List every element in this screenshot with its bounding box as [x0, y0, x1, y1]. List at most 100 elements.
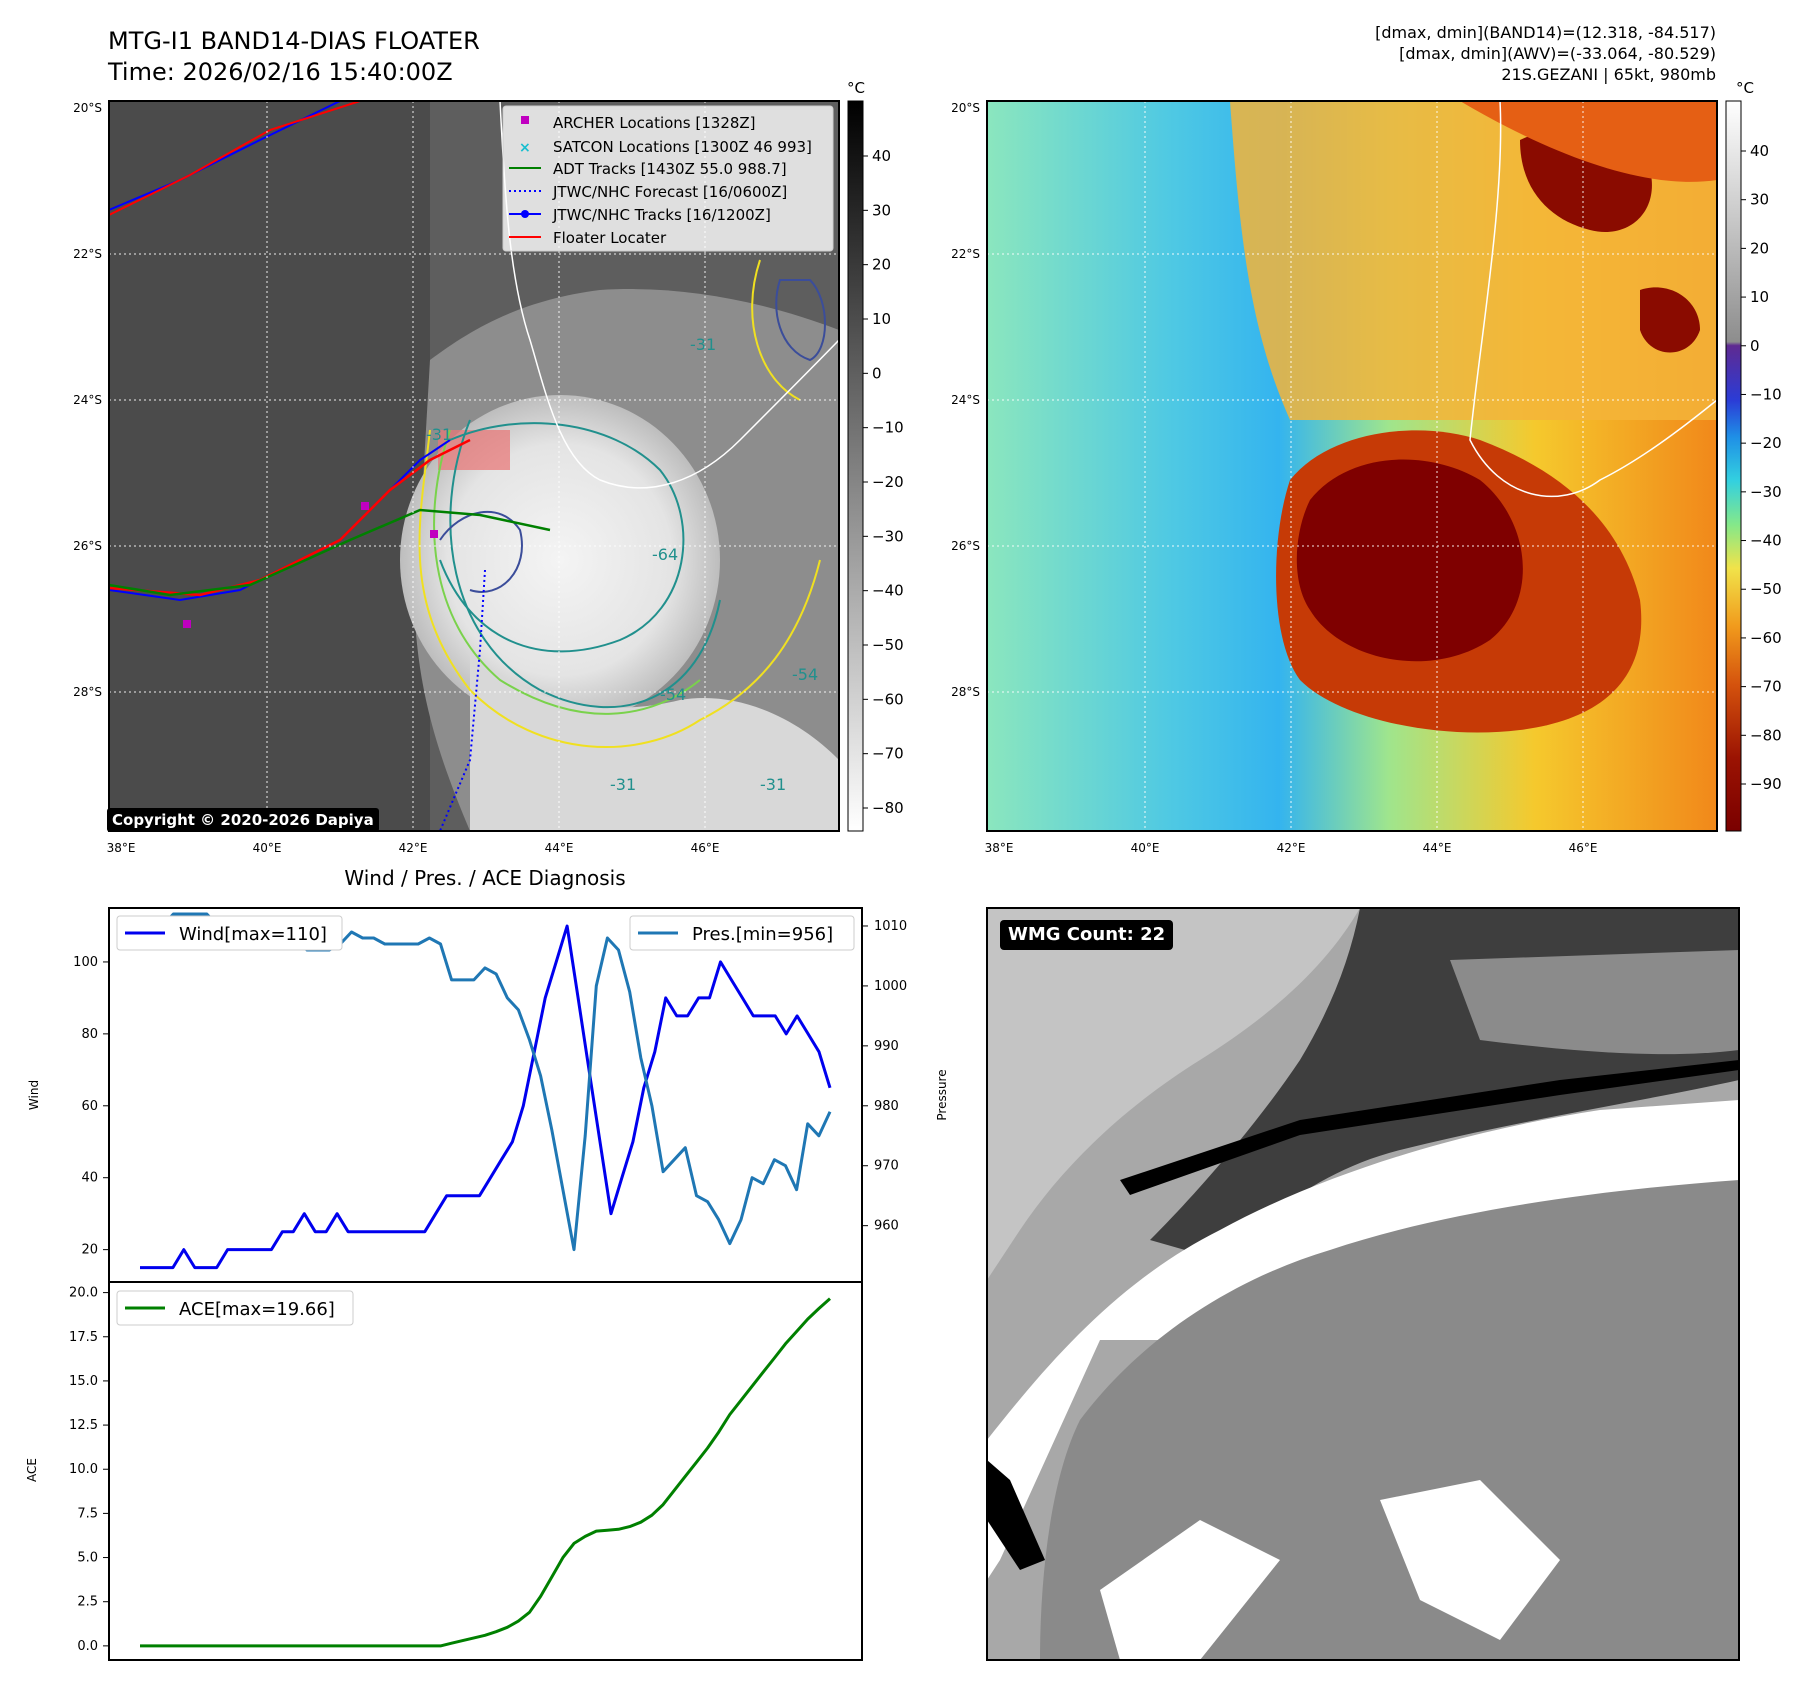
contour-label: -31: [426, 425, 452, 444]
awv-map-panel: 20°S 22°S 24°S 26°S 28°S 38°E 40°E 42°E …: [951, 79, 1782, 855]
colorbar-tick-label: 40: [872, 147, 891, 165]
colorbar-tick-label: 10: [1750, 288, 1769, 306]
lat-label: 28°S: [73, 685, 102, 699]
pressure-tick-label: 960: [874, 1219, 899, 1234]
colorbar-tick-label: 0: [872, 364, 882, 382]
colorbar-tick-label: −40: [1750, 532, 1782, 550]
colorbar-tick-label: 20: [872, 256, 891, 274]
ace-tick-label: 10.0: [69, 1462, 98, 1477]
adt-track: [109, 508, 551, 597]
awv-colorbar-ticks: 40 30 20 10 0 −10 −20 −30 −40 −50 −60 −70 −80 −90: [1741, 142, 1782, 793]
archer-marker: [430, 530, 438, 538]
ace-tick-label: 20.0: [69, 1286, 98, 1301]
pressure-tick-label: 1000: [874, 979, 907, 994]
awv-colorbar-unit: °C: [1736, 79, 1754, 97]
wind-series-line: [140, 924, 832, 1270]
colorbar-tick-label: 20: [1750, 239, 1769, 257]
wind-legend-box: [116, 915, 343, 951]
legend-forecast: JTWC/NHC Forecast [16/0600Z]: [552, 183, 787, 201]
ace-tick-label: 17.5: [69, 1330, 98, 1345]
legend-tracks: JTWC/NHC Tracks [16/1200Z]: [552, 206, 771, 224]
colorbar-tick-label: 30: [1750, 191, 1769, 209]
tracks-legend-marker: [521, 210, 529, 218]
lat-label: 24°S: [951, 393, 980, 407]
wmg-black-edge: [1120, 1060, 1739, 1195]
colorbar-tick-label: −60: [1750, 629, 1782, 647]
lat-label: 22°S: [73, 247, 102, 261]
wmg-light-region: [987, 908, 1360, 1280]
stats-line3: 21S.GEZANI | 65kt, 980mb: [1501, 65, 1716, 84]
stats-line1: [dmax, dmin](BAND14)=(12.318, -84.517): [1375, 23, 1716, 42]
colorbar-tick-label: −10: [872, 419, 904, 437]
awv-ne-band: [1460, 101, 1717, 182]
contour-green: [433, 429, 701, 715]
main-title-line1: MTG-I1 BAND14-DIAS FLOATER: [108, 27, 480, 55]
awv-frame: [986, 100, 1718, 832]
contour-navy-ne: [775, 279, 826, 362]
colorbar-tick-label: −90: [1750, 775, 1782, 793]
ace-legend-box: [116, 1290, 354, 1326]
wind-pressure-frame: [108, 907, 863, 1283]
floater-track-north: [109, 101, 361, 216]
pressure-tick-label: 980: [874, 1099, 899, 1114]
satcon-legend-marker: ×: [519, 140, 531, 156]
colorbar-tick-label: −70: [872, 745, 904, 763]
lon-label: 40°E: [1131, 841, 1160, 855]
colorbar-tick-label: −80: [1750, 726, 1782, 744]
awv-core: [1296, 459, 1523, 662]
colorbar-tick-label: 30: [872, 201, 891, 219]
awv-colorbar: [1725, 100, 1742, 832]
lon-label: 38°E: [985, 841, 1014, 855]
archer-marker: [183, 620, 191, 628]
wmg-count-label: WMG Count: 22: [1000, 920, 1174, 950]
wind-tick-label: 80: [81, 1027, 98, 1042]
wmg-black-edge: [987, 1460, 1045, 1570]
contour-label: -54: [660, 685, 686, 704]
ir-legend: ARCHER Locations [1328Z] × SATCON Locati…: [502, 105, 834, 252]
main-title-line2: Time: 2026/02/16 15:40:00Z: [107, 58, 453, 86]
lat-label: 20°S: [73, 101, 102, 115]
lat-label: 20°S: [951, 101, 980, 115]
legend-archer: ARCHER Locations [1328Z]: [553, 114, 756, 132]
colorbar-tick-label: −20: [1750, 434, 1782, 452]
wind-pressure-chart: 20 40 60 80 100 960 970 980 990 1000 1010 Wind Pr…: [27, 907, 949, 1283]
wmg-panel: [986, 907, 1740, 1661]
colorbar-tick-label: −70: [1750, 678, 1782, 696]
lon-label: 42°E: [399, 841, 428, 855]
ir-cloud-mass: [400, 395, 720, 725]
lon-label: 44°E: [545, 841, 574, 855]
legend-satcon: SATCON Locations [1300Z 46 993]: [553, 138, 812, 156]
ir-colorbar-unit: °C: [847, 79, 865, 97]
lat-label: 24°S: [73, 393, 102, 407]
archer-legend-marker: [521, 116, 529, 124]
ace-tick-label: 2.5: [77, 1595, 98, 1610]
pressure-axis-label: Pressure: [935, 1069, 949, 1120]
wind-legend-label: Wind[max=110]: [179, 924, 327, 945]
archer-marker: [361, 502, 369, 510]
colorbar-tick-label: −30: [872, 527, 904, 545]
lon-label: 42°E: [1277, 841, 1306, 855]
ir-gridlines: [109, 101, 839, 831]
awv-ne-dry2: [1640, 287, 1700, 353]
coastline: [499, 101, 839, 489]
pressure-tick-label: 970: [874, 1159, 899, 1174]
lon-label: 40°E: [253, 841, 282, 855]
contour-label: -64: [652, 545, 678, 564]
lon-label: 44°E: [1423, 841, 1452, 855]
wind-axis-label: Wind: [27, 1080, 41, 1110]
colorbar-tick-label: −80: [872, 799, 904, 817]
ir-frame: [108, 100, 840, 832]
contour-yellow: [418, 429, 821, 748]
pressure-legend-label: Pres.[min=956]: [692, 924, 833, 945]
ace-legend-label: ACE[max=19.66]: [179, 1299, 335, 1320]
colorbar-tick-label: −50: [1750, 580, 1782, 598]
ace-tick-label: 7.5: [77, 1506, 98, 1521]
contour-label: -31: [760, 775, 786, 794]
ir-colorbar-ticks: 40 30 20 10 0 −10 −20 −30 −40 −50 −60 −70 −80: [863, 147, 904, 817]
ace-series-line: [140, 1297, 831, 1648]
wind-tick-label: 40: [81, 1171, 98, 1186]
contour-yellow-ne: [751, 259, 801, 401]
colorbar-tick-label: −10: [1750, 385, 1782, 403]
pressure-tick-label: 990: [874, 1039, 899, 1054]
stats-line2: [dmax, dmin](AWV)=(-33.064, -80.529): [1399, 44, 1716, 63]
